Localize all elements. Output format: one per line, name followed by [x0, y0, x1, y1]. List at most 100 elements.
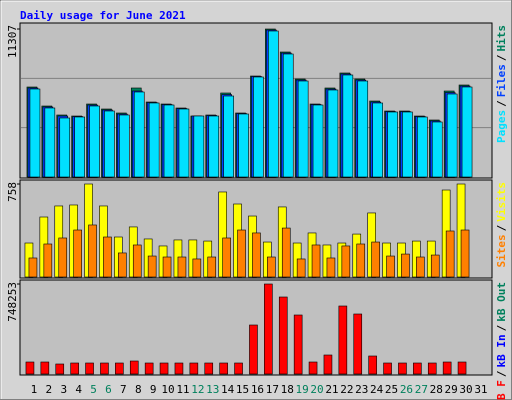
x-tick-label: 22 [340, 383, 353, 396]
bar [252, 232, 261, 278]
bar [293, 314, 303, 375]
x-tick-label: 28 [430, 383, 443, 396]
x-tick-label: 29 [445, 383, 458, 396]
bar [55, 363, 65, 375]
bar [282, 53, 294, 178]
legend: kB F / kB In / kB Out [495, 282, 508, 400]
x-tick-label: 19 [296, 383, 309, 396]
bar [85, 362, 94, 375]
bar [442, 361, 452, 375]
x-tick-label: 6 [105, 383, 112, 396]
bar [219, 362, 228, 375]
x-tick-label: 30 [459, 383, 472, 396]
bar [417, 116, 428, 178]
bar [297, 80, 309, 178]
bar [222, 237, 231, 278]
x-tick-label: 8 [135, 383, 142, 396]
bar [387, 111, 398, 178]
bar [357, 80, 369, 178]
bar [159, 362, 169, 375]
bar [133, 91, 145, 178]
bar [326, 257, 336, 278]
bar [174, 362, 184, 375]
x-tick-label: 7 [120, 383, 127, 396]
bar [207, 256, 217, 278]
bar [268, 30, 279, 178]
bar [147, 255, 157, 278]
bar [416, 256, 425, 278]
chart-title: Daily usage for June 2021 [20, 9, 186, 22]
x-tick-label: 2 [46, 383, 53, 396]
x-tick-label: 23 [355, 383, 368, 396]
bar [445, 230, 455, 278]
x-tick-label: 5 [90, 383, 97, 396]
bar [341, 245, 351, 278]
bar [311, 244, 321, 278]
bar [28, 257, 38, 278]
bar [327, 89, 339, 178]
bar [70, 362, 79, 375]
bar [238, 113, 249, 178]
bar [204, 362, 214, 375]
bar [281, 227, 291, 278]
bar [267, 256, 276, 278]
bar [372, 102, 383, 178]
x-tick-label: 4 [75, 383, 82, 396]
bar [58, 237, 68, 278]
legend: Sites / Visits [495, 182, 508, 268]
x-tick-label: 17 [266, 383, 279, 396]
bar [353, 313, 363, 375]
bar [223, 95, 234, 178]
bar [427, 362, 437, 375]
bar [43, 243, 53, 278]
bar [144, 362, 154, 375]
bar [234, 362, 243, 375]
x-tick-label: 31 [474, 383, 487, 396]
bar [74, 116, 85, 178]
x-tick-label: 16 [251, 383, 264, 396]
x-tick-label: 24 [370, 383, 384, 396]
bar [278, 296, 288, 375]
bar [249, 324, 258, 375]
x-tick-label: 3 [60, 383, 67, 396]
x-tick-label: 14 [221, 383, 235, 396]
legend-entry: Pages [495, 110, 508, 143]
bar [29, 88, 41, 178]
x-tick-label: 27 [415, 383, 428, 396]
x-tick-label: 1 [31, 383, 38, 396]
legend-separator: / [495, 224, 508, 231]
bar [132, 244, 142, 278]
bar [398, 362, 407, 375]
x-tick-label: 9 [150, 383, 157, 396]
bar [177, 256, 187, 278]
bar [264, 283, 273, 375]
bar [356, 243, 366, 278]
x-tick-label: 12 [191, 383, 204, 396]
bar [342, 74, 354, 178]
bar [402, 111, 413, 178]
bar [368, 355, 377, 375]
legend-separator: / [495, 100, 508, 107]
bar [129, 360, 139, 375]
bar [386, 255, 395, 278]
x-tick-label: 13 [206, 383, 219, 396]
bar [296, 258, 306, 278]
bar [192, 258, 202, 278]
x-tick-label: 20 [310, 383, 323, 396]
bar [73, 229, 82, 278]
y-tick-label: 758 [6, 182, 19, 202]
bar [89, 105, 100, 178]
bar [208, 115, 220, 178]
bar [323, 354, 333, 375]
bar [401, 253, 410, 278]
bar [59, 117, 71, 178]
legend-entry: kB F [495, 380, 508, 400]
bar [118, 252, 127, 278]
legend-separator: / [495, 54, 508, 61]
x-tick-label: 26 [400, 383, 413, 396]
bar [237, 229, 246, 278]
bar [461, 86, 473, 178]
bar [371, 241, 380, 278]
bar [88, 224, 97, 278]
